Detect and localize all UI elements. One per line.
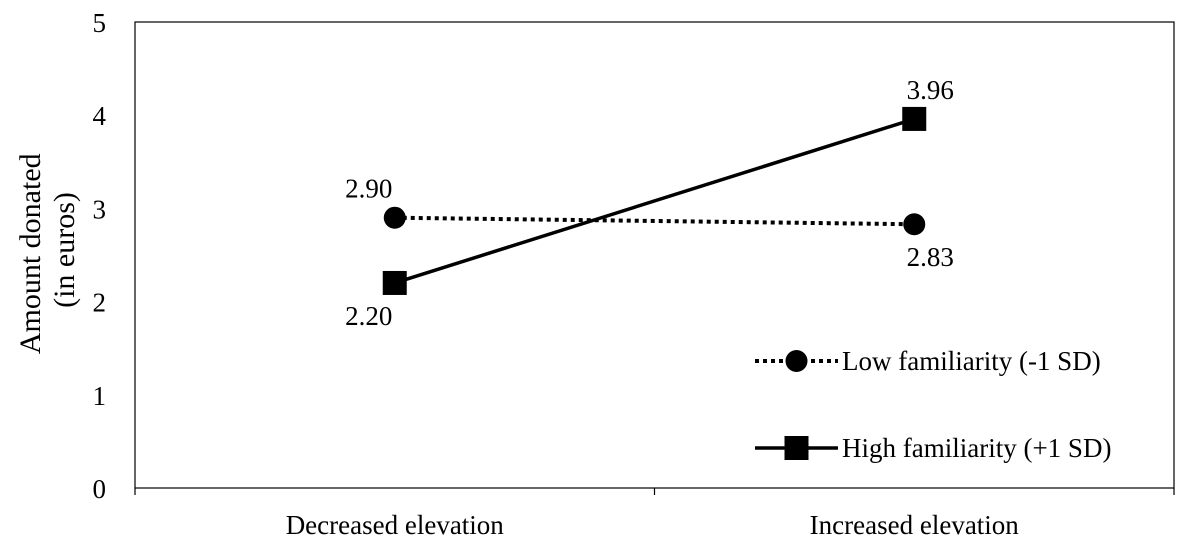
x-tick-label: Decreased elevation [286, 510, 505, 540]
y-axis-label-line-2: (in euros) [48, 192, 81, 308]
y-tick-label: 4 [93, 101, 107, 131]
data-label: 2.90 [345, 174, 392, 204]
legend-label: High familiarity (+1 SD) [842, 433, 1111, 463]
data-point-square [382, 270, 407, 295]
plot-border [134, 21, 1175, 489]
legend-marker-circle [785, 350, 808, 372]
series-line [394, 215, 915, 227]
y-tick-label: 2 [93, 288, 107, 318]
y-axis-label-line-1: Amount donated [14, 153, 47, 354]
x-tick-label: Increased elevation [810, 510, 1020, 540]
data-label: 3.96 [907, 75, 954, 105]
x-axis: Decreased elevation Increased elevation [134, 488, 1175, 540]
legend-marker-square [784, 436, 809, 460]
data-label: 2.83 [907, 242, 954, 272]
legend: Low familiarity (-1 SD) High familiarity … [755, 346, 1111, 463]
data-point-square [902, 106, 927, 131]
y-tick-label: 3 [93, 194, 107, 224]
y-axis-ticks: 0 1 2 3 4 5 [93, 8, 107, 504]
data-point-circle [383, 206, 406, 229]
series-line [394, 117, 915, 285]
y-tick-label: 0 [93, 474, 107, 504]
data-label: 2.20 [345, 301, 392, 331]
data-labels: 2.90 2.83 2.20 3.96 [345, 75, 954, 331]
y-tick-label: 5 [93, 8, 107, 38]
y-tick-label: 1 [93, 381, 107, 411]
y-axis-label: Amount donated (in euros) [14, 146, 81, 354]
series-layer [382, 106, 927, 295]
legend-label: Low familiarity (-1 SD) [842, 346, 1101, 376]
data-point-circle [903, 213, 926, 236]
